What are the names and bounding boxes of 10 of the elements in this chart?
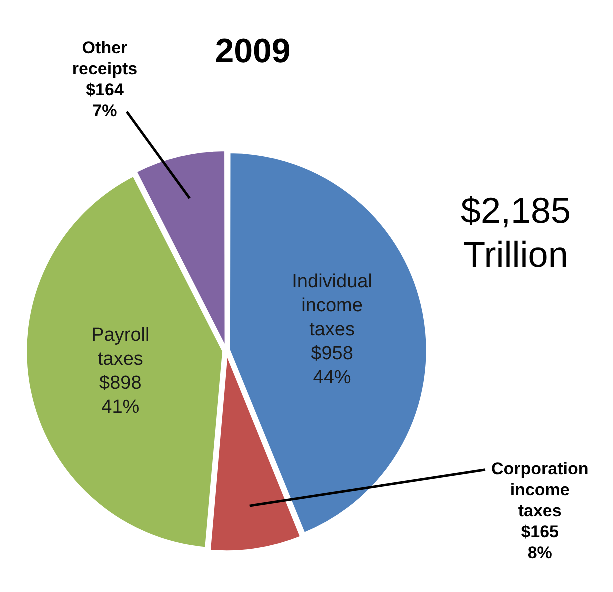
slice-label: Payroll taxes <box>92 324 150 370</box>
chart-title: 2009 <box>215 32 291 70</box>
data-label: $898 41% <box>100 372 142 418</box>
text: $2,185 Trillion <box>460 190 572 275</box>
slice-label: Individual income taxes <box>292 272 372 341</box>
data-label: $165 8% <box>521 522 560 563</box>
slice-label: Other receipts <box>72 38 138 79</box>
data-label: $958 44% <box>311 344 354 389</box>
slice-label: Corporation income taxes <box>491 460 589 521</box>
data-label: $164 7% <box>86 80 124 121</box>
